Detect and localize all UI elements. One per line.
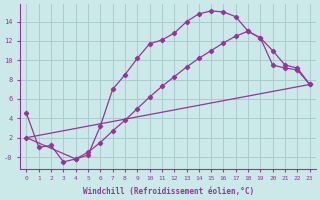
X-axis label: Windchill (Refroidissement éolien,°C): Windchill (Refroidissement éolien,°C) <box>83 187 254 196</box>
